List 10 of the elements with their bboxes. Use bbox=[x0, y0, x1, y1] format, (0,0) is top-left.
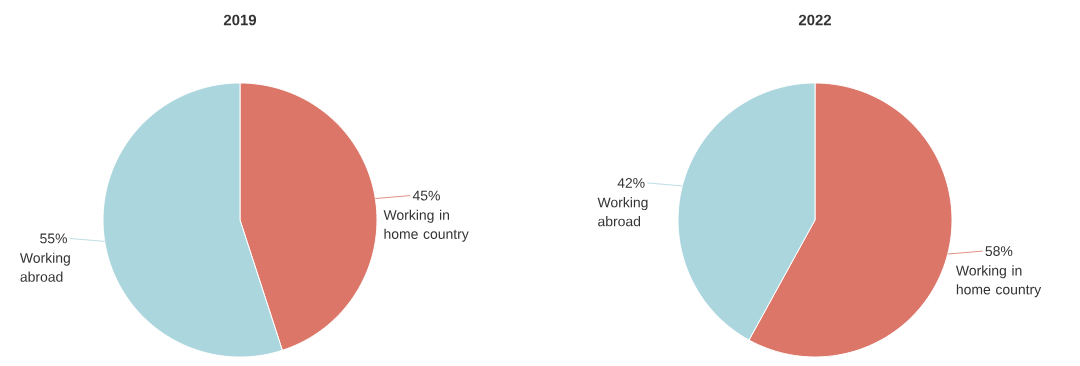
data-label: 42% bbox=[617, 178, 645, 188]
chart-title: 2022 bbox=[798, 14, 832, 26]
slice-label: Working in home country bbox=[955, 265, 1042, 298]
slice-label: Working abroad bbox=[19, 252, 70, 282]
data-label: 55% bbox=[40, 233, 67, 244]
chart-title: 2019 bbox=[223, 14, 257, 26]
slice-label: Working abroad bbox=[597, 197, 648, 227]
data-label: 58% bbox=[985, 246, 1013, 257]
slice-label: Working in home country bbox=[383, 209, 469, 242]
data-label: 45% bbox=[412, 190, 440, 201]
